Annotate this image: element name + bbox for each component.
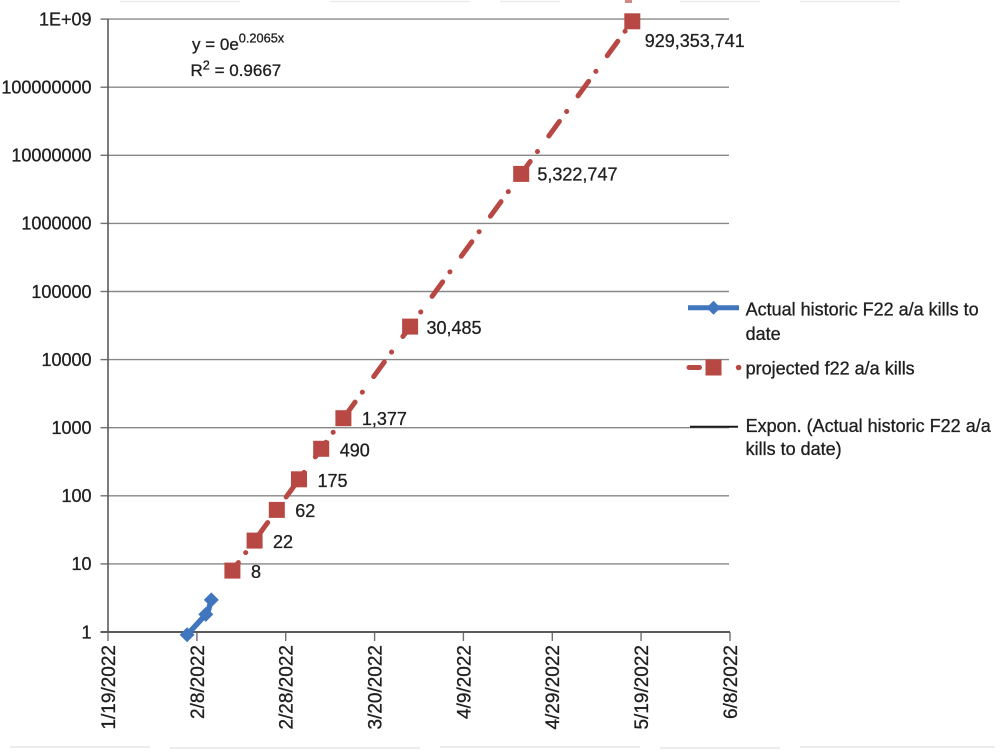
- svg-text:R2 = 0.9667: R2 = 0.9667: [191, 58, 282, 81]
- svg-text:3/20/2022: 3/20/2022: [366, 645, 387, 730]
- svg-text:1000: 1000: [51, 418, 91, 438]
- svg-text:1,377: 1,377: [362, 409, 407, 429]
- svg-text:2/28/2022: 2/28/2022: [277, 645, 298, 730]
- svg-text:100: 100: [61, 486, 91, 506]
- svg-text:5/19/2022: 5/19/2022: [632, 645, 653, 730]
- svg-text:1E+09: 1E+09: [39, 9, 92, 29]
- svg-text:5,322,747: 5,322,747: [537, 165, 617, 185]
- svg-text:62: 62: [295, 501, 315, 521]
- svg-text:10000000: 10000000: [11, 146, 91, 166]
- svg-text:175: 175: [318, 471, 348, 491]
- svg-text:6/8/2022: 6/8/2022: [721, 645, 742, 719]
- svg-text:y = 0e0.2065x: y = 0e0.2065x: [192, 31, 285, 55]
- svg-text:1: 1: [81, 622, 91, 642]
- svg-text:4/29/2022: 4/29/2022: [543, 645, 564, 730]
- svg-text:2/8/2022: 2/8/2022: [188, 645, 209, 719]
- svg-text:30,485: 30,485: [427, 318, 482, 338]
- svg-text:10000: 10000: [41, 350, 91, 370]
- svg-text:date: date: [746, 324, 781, 344]
- svg-text:10: 10: [71, 554, 91, 574]
- svg-text:1000000: 1000000: [21, 214, 91, 234]
- svg-text:Expon. (Actual historic F22 a/: Expon. (Actual historic F22 a/a: [746, 416, 992, 436]
- svg-text:929,353,741: 929,353,741: [645, 31, 745, 51]
- svg-text:kills to date): kills to date): [746, 439, 842, 459]
- svg-text:4/9/2022: 4/9/2022: [454, 645, 475, 719]
- svg-text:22: 22: [273, 532, 293, 552]
- svg-text:490: 490: [340, 441, 370, 461]
- svg-text:100000: 100000: [31, 282, 91, 302]
- svg-text:100000000: 100000000: [1, 78, 91, 98]
- svg-text:Actual historic F22 a/a kills: Actual historic F22 a/a kills to: [746, 300, 979, 320]
- svg-text:1/19/2022: 1/19/2022: [99, 645, 120, 730]
- svg-text:8: 8: [251, 562, 261, 582]
- svg-text:projected f22 a/a kills: projected f22 a/a kills: [746, 358, 915, 378]
